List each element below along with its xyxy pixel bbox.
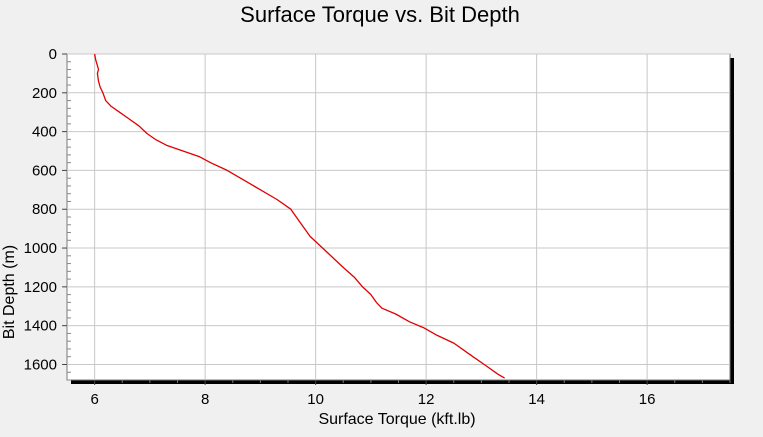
- y-axis-label: Bit Depth (m): [1, 245, 18, 339]
- y-axis-ticks: 0 200 400 600 800 1000 1200 1400 1600: [24, 46, 67, 373]
- y-tick-label: 600: [32, 162, 57, 179]
- chart-title: Surface Torque vs. Bit Depth: [240, 2, 520, 27]
- series-line-surface-torque: [93, 53, 505, 379]
- minor-ticks: [67, 61, 731, 383]
- x-tick-label: 8: [201, 391, 209, 408]
- x-tick-label: 12: [418, 391, 435, 408]
- x-axis-label: Surface Torque (kft.lb): [318, 411, 475, 428]
- x-tick-label: 16: [639, 391, 656, 408]
- y-tick-label: 1000: [24, 240, 57, 257]
- series-layer: [93, 53, 505, 379]
- x-tick-label: 10: [307, 391, 324, 408]
- y-tick-label: 400: [32, 124, 57, 141]
- plot-area: [66, 53, 731, 381]
- y-tick-label: 800: [32, 201, 57, 218]
- y-tick-label: 0: [49, 46, 57, 63]
- grid-lines: [67, 53, 730, 380]
- y-tick-label: 1200: [24, 279, 57, 296]
- x-axis-ticks: 6 8 10 12 14 16: [90, 380, 655, 408]
- y-tick-label: 200: [32, 85, 57, 102]
- y-tick-label: 1400: [24, 318, 57, 335]
- x-tick-label: 6: [90, 391, 98, 408]
- x-tick-label: 14: [528, 391, 545, 408]
- y-tick-label: 1600: [24, 356, 57, 373]
